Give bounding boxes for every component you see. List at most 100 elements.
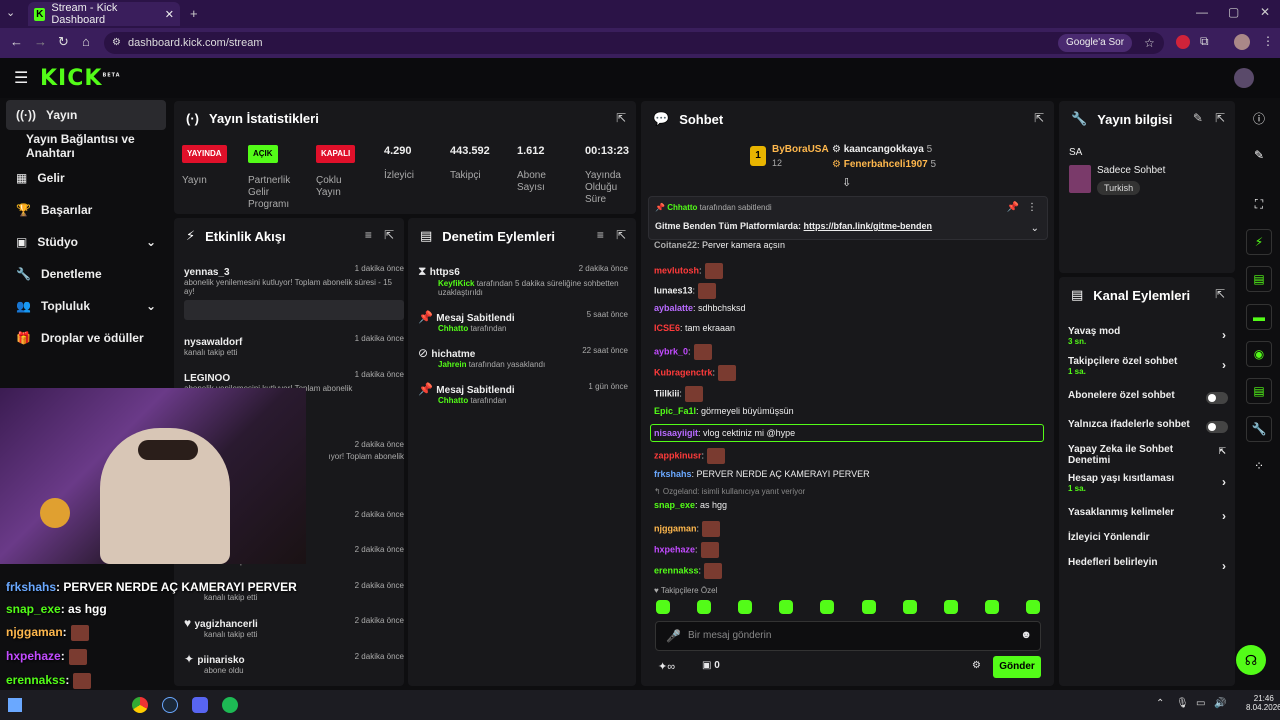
chat-bubble-icon[interactable]: ▬	[1246, 304, 1272, 330]
pencil-icon[interactable]: ✎	[1253, 148, 1265, 162]
site-info-icon[interactable]: ⚙	[112, 37, 121, 48]
extensions-puzzle-icon[interactable]: ⧉	[1200, 34, 1209, 48]
volume-icon[interactable]: 🔊	[1214, 698, 1227, 709]
user-avatar[interactable]	[1234, 68, 1254, 88]
document-icon[interactable]: ▤	[1246, 266, 1272, 292]
send-button[interactable]: Gönder	[993, 656, 1041, 678]
category-name[interactable]: Sadece Sohbet	[1097, 165, 1166, 176]
popout-icon[interactable]: ⇱	[1214, 111, 1225, 125]
windows-start-icon[interactable]	[8, 698, 22, 712]
toggle-switch[interactable]	[1206, 392, 1228, 404]
filter-icon[interactable]: ≡	[364, 228, 372, 242]
hamburger-menu-icon[interactable]: ☰	[14, 70, 29, 87]
minimize-icon[interactable]: —	[1196, 5, 1208, 19]
gifter-name[interactable]: ⚙ Fenerbahceli1907 5	[832, 159, 937, 170]
profile-avatar[interactable]	[1234, 34, 1250, 50]
scroll-down-icon[interactable]: ⇩	[842, 177, 852, 189]
quick-emote[interactable]	[943, 600, 958, 614]
channel-action-item[interactable]: Hedefleri belirleyin ›	[1068, 557, 1228, 573]
chat-username[interactable]: ICSE6	[654, 323, 681, 333]
chat-settings-icon[interactable]: ⚙	[972, 660, 981, 671]
close-tab-icon[interactable]: ✕	[164, 8, 174, 21]
reload-icon[interactable]: ↻	[58, 34, 69, 49]
channel-action-item[interactable]: Yasaklanmış kelimeler ›	[1068, 507, 1228, 523]
browser-tab[interactable]: K Stream - Kick Dashboard ✕	[28, 2, 180, 26]
back-icon[interactable]: ←	[10, 34, 23, 49]
channel-action-item[interactable]: Yavaş mod 3 sn. ›	[1068, 326, 1228, 346]
edit-icon[interactable]: ✎	[1192, 111, 1203, 125]
chat-tools-icon[interactable]: ✦∞	[658, 661, 676, 673]
quick-emote[interactable]	[820, 600, 835, 614]
chevron-down-icon[interactable]: ⌄	[1030, 223, 1039, 234]
popout-icon[interactable]: ⇱	[1214, 287, 1225, 301]
quick-emote[interactable]	[984, 600, 999, 614]
chat-username[interactable]: Coitane22	[654, 240, 698, 250]
channel-action-item[interactable]: Abonelere özel sohbet	[1068, 390, 1228, 404]
spotify-icon[interactable]	[222, 697, 238, 713]
channel-action-item[interactable]: İzleyici Yönlendir	[1068, 532, 1228, 543]
chat-username[interactable]: zappkinusr	[654, 450, 702, 461]
channel-action-item[interactable]: Yapay Zeka ile Sohbet Denetimi ⇱	[1068, 444, 1228, 466]
chat-username[interactable]: erennakss	[654, 565, 699, 576]
google-ask-chip[interactable]: Google'a Sor	[1058, 34, 1133, 52]
sidebar-item-basarilar[interactable]: 🏆 Başarılar	[16, 203, 93, 217]
filter-icon[interactable]: ≡	[596, 228, 604, 242]
chat-username[interactable]: Kubragenctrk	[654, 367, 713, 378]
address-field[interactable]: ⚙ dashboard.kick.com/stream Google'a Sor…	[104, 32, 1164, 54]
chat-username[interactable]: Epic_Fa1l	[654, 406, 697, 416]
chat-username[interactable]: lunaes13	[654, 285, 693, 296]
clock[interactable]: 21:46 8.04.2026	[1246, 694, 1280, 712]
tab-list-icon[interactable]: ⌄	[6, 7, 16, 19]
bookmark-star-icon[interactable]: ☆	[1144, 36, 1155, 50]
new-tab-icon[interactable]: +	[190, 6, 198, 21]
sidebar-item-gelir[interactable]: ▦ Gelir	[16, 171, 65, 185]
forward-icon[interactable]: →	[34, 34, 47, 49]
lightning-icon[interactable]: ⚡	[1246, 229, 1272, 255]
broadcast-icon[interactable]: ◉	[1246, 341, 1272, 367]
chat-username[interactable]: frkshahs	[654, 469, 692, 479]
wrench-icon[interactable]: 🔧	[1246, 416, 1272, 442]
popout-icon[interactable]: ⇱	[615, 111, 626, 125]
chat-input[interactable]: 🎤 Bir mesaj gönderin ☻	[655, 621, 1041, 651]
quick-emote[interactable]	[779, 600, 794, 614]
gifter-name[interactable]: ⚙ kaancangokkaya 5	[832, 144, 933, 155]
emoji-icon[interactable]: ☻	[1020, 629, 1032, 641]
popout-icon[interactable]: ⇱	[1033, 111, 1044, 125]
quick-emote[interactable]	[738, 600, 753, 614]
chrome-icon[interactable]	[132, 697, 148, 713]
chat-username[interactable]: aybrk_0	[654, 346, 689, 357]
steam-icon[interactable]	[162, 697, 178, 713]
unpin-icon[interactable]: 📌	[1006, 202, 1019, 213]
widgets-icon[interactable]: ⁘	[1253, 459, 1265, 473]
support-headset-icon[interactable]: ☊	[1236, 645, 1266, 675]
quick-emote[interactable]	[861, 600, 876, 614]
chat-username[interactable]: snap_exe	[654, 500, 696, 510]
info-icon[interactable]: ⓘ	[1252, 111, 1265, 126]
sidebar-item-yayin[interactable]: ((·)) Yayın	[6, 100, 166, 130]
tray-chevron-icon[interactable]: ⌃	[1156, 698, 1165, 709]
home-icon[interactable]: ⌂	[82, 34, 90, 49]
network-icon[interactable]: ▭	[1196, 698, 1206, 709]
sidebar-item-denetleme[interactable]: 🔧 Denetleme	[16, 267, 102, 281]
chat-username[interactable]: aybalatte	[654, 303, 694, 313]
quick-emote[interactable]	[656, 600, 670, 614]
pinned-link[interactable]: https://bfan.link/gitme-benden	[803, 221, 933, 231]
fullscreen-icon[interactable]: ⛶	[1254, 196, 1264, 211]
chat-username[interactable]: njggaman	[654, 523, 697, 534]
maximize-icon[interactable]: ▢	[1228, 5, 1240, 19]
sidebar-item-studyo[interactable]: ▣ Stüdyo ⌄	[16, 235, 156, 249]
browser-menu-icon[interactable]: ⋮	[1262, 34, 1274, 48]
sidebar-item-stream-key[interactable]: Yayın Bağlantısı ve Anahtarı	[26, 132, 135, 160]
channel-icon[interactable]: ▤	[1246, 378, 1272, 404]
extension-icon[interactable]	[1176, 35, 1190, 49]
close-window-icon[interactable]: ✕	[1260, 5, 1271, 19]
microphone-icon[interactable]: 🎤	[666, 629, 681, 643]
chat-username[interactable]: Tiilkiii	[654, 388, 680, 399]
kick-logo[interactable]: KICKBETA	[40, 66, 121, 91]
chat-username[interactable]: hxpehaze	[654, 544, 696, 555]
popout-icon[interactable]: ⇱	[615, 228, 626, 242]
popout-icon[interactable]: ⇱	[383, 228, 394, 242]
chat-username[interactable]: mevlutosh	[654, 265, 700, 276]
channel-action-item[interactable]: Yalnızca ifadelerle sohbet	[1068, 419, 1228, 433]
sidebar-item-topluluk[interactable]: 👥 Topluluk ⌄	[16, 299, 156, 313]
